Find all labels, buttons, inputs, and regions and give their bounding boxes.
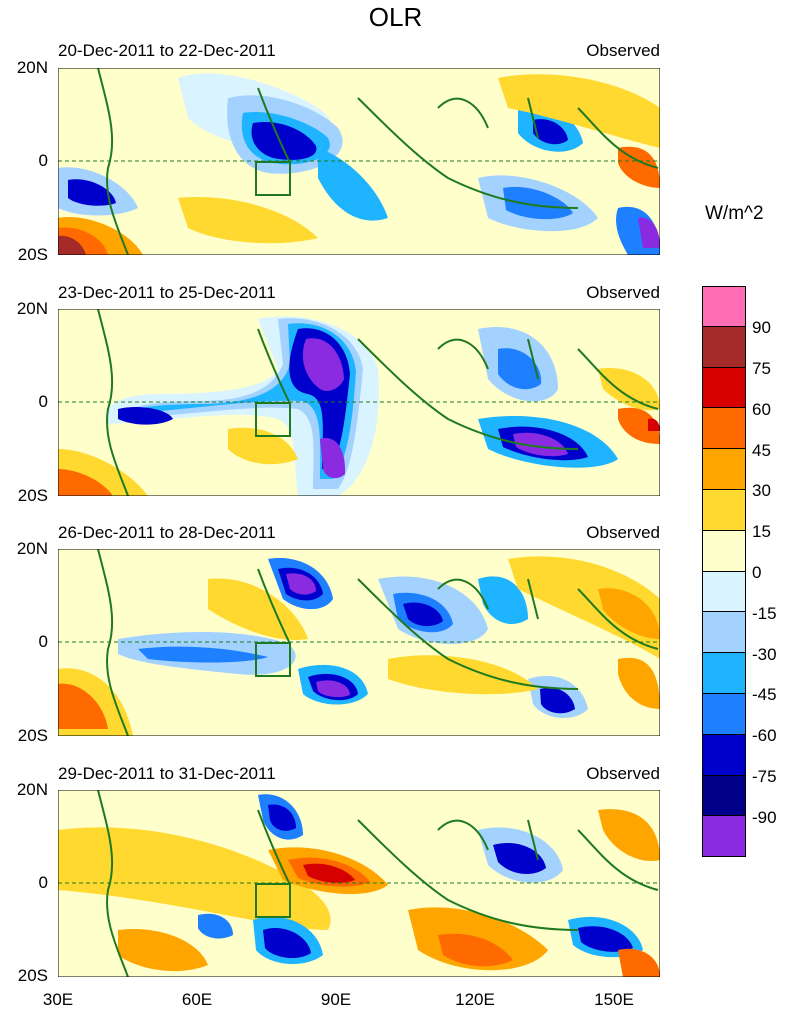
panel-2-lat-20n: 20N [16, 299, 48, 318]
cbar-label-30: 30 [752, 481, 771, 500]
colorbar-cell [702, 489, 746, 531]
panel-1-lat-0: 0 [38, 151, 48, 170]
colorbar-cell [702, 326, 746, 368]
panel-4-lat-20n: 20N [16, 780, 48, 799]
colorbar-cell [702, 286, 746, 327]
panel-4-label: Observed [586, 764, 660, 783]
lon-150e: 150E [594, 990, 634, 1009]
panel-2-date-range: 23-Dec-2011 to 25-Dec-2011 [58, 283, 276, 302]
olr-map-4 [58, 790, 660, 977]
cbar-label-60: 60 [752, 400, 771, 419]
cbar-label-m75: -75 [752, 767, 777, 786]
panel-4-lat-0: 0 [38, 873, 48, 892]
cbar-label-0: 0 [752, 563, 762, 582]
cbar-label-90: 90 [752, 318, 771, 337]
cbar-label-m45: -45 [752, 685, 777, 704]
panel-3-lat-20n: 20N [16, 539, 48, 558]
panel-1-lat-20s: 20S [17, 245, 48, 264]
panel-2-lat-20s: 20S [17, 486, 48, 505]
colorbar-units: W/m^2 [705, 203, 764, 224]
panel-4-date-range: 29-Dec-2011 to 31-Dec-2011 [58, 764, 276, 783]
panel-3-lat-20s: 20S [17, 726, 48, 745]
cbar-label-45: 45 [752, 441, 771, 460]
colorbar-cell [702, 367, 746, 409]
colorbar-cell [702, 612, 746, 654]
colorbar-cell [702, 530, 746, 572]
panel-3-lat-0: 0 [38, 632, 48, 651]
lon-30e: 30E [42, 990, 74, 1009]
cbar-label-m30: -30 [752, 645, 777, 664]
olr-map-2 [58, 309, 660, 496]
panel-1-label: Observed [586, 41, 660, 60]
lon-90e: 90E [320, 990, 352, 1009]
panel-4-lat-20s: 20S [17, 966, 48, 985]
lon-120e: 120E [455, 990, 495, 1009]
panel-3-label: Observed [586, 523, 660, 542]
colorbar-cell [702, 775, 746, 817]
cbar-label-m15: -15 [752, 604, 777, 623]
colorbar-cell [702, 408, 746, 450]
lon-60e: 60E [181, 990, 213, 1009]
colorbar-cell [702, 734, 746, 776]
map-panel-1 [58, 68, 660, 255]
map-panel-4 [58, 790, 660, 977]
panel-3-date-range: 26-Dec-2011 to 28-Dec-2011 [58, 523, 276, 542]
cbar-label-15: 15 [752, 522, 771, 541]
cbar-label-m60: -60 [752, 726, 777, 745]
map-panel-2 [58, 309, 660, 496]
cbar-label-75: 75 [752, 359, 771, 378]
colorbar-cell [702, 693, 746, 735]
cbar-label-m90: -90 [752, 808, 777, 827]
colorbar-cell [702, 653, 746, 694]
panel-1-date-range: 20-Dec-2011 to 22-Dec-2011 [58, 41, 276, 60]
olr-map-1 [58, 68, 660, 255]
colorbar-cell [702, 816, 746, 858]
colorbar-cell [702, 571, 746, 613]
panel-2-label: Observed [586, 283, 660, 302]
figure-title: OLR [368, 2, 423, 32]
panel-1-lat-20n: 20N [16, 58, 48, 77]
map-panel-3 [58, 549, 660, 736]
colorbar-cell [702, 449, 746, 490]
panel-2-lat-0: 0 [38, 392, 48, 411]
colorbar [702, 286, 746, 858]
olr-map-3 [58, 549, 660, 736]
